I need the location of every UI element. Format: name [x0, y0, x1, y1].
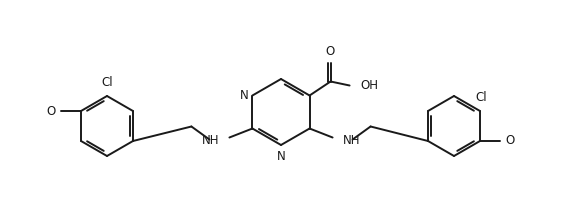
Text: N: N — [240, 89, 249, 102]
Text: O: O — [47, 105, 56, 117]
Text: OH: OH — [361, 79, 379, 92]
Text: Cl: Cl — [475, 91, 487, 104]
Text: NH: NH — [202, 134, 219, 147]
Text: N: N — [277, 150, 286, 163]
Text: Cl: Cl — [101, 76, 113, 89]
Text: O: O — [505, 134, 514, 148]
Text: NH: NH — [343, 134, 360, 147]
Text: O: O — [325, 45, 334, 57]
